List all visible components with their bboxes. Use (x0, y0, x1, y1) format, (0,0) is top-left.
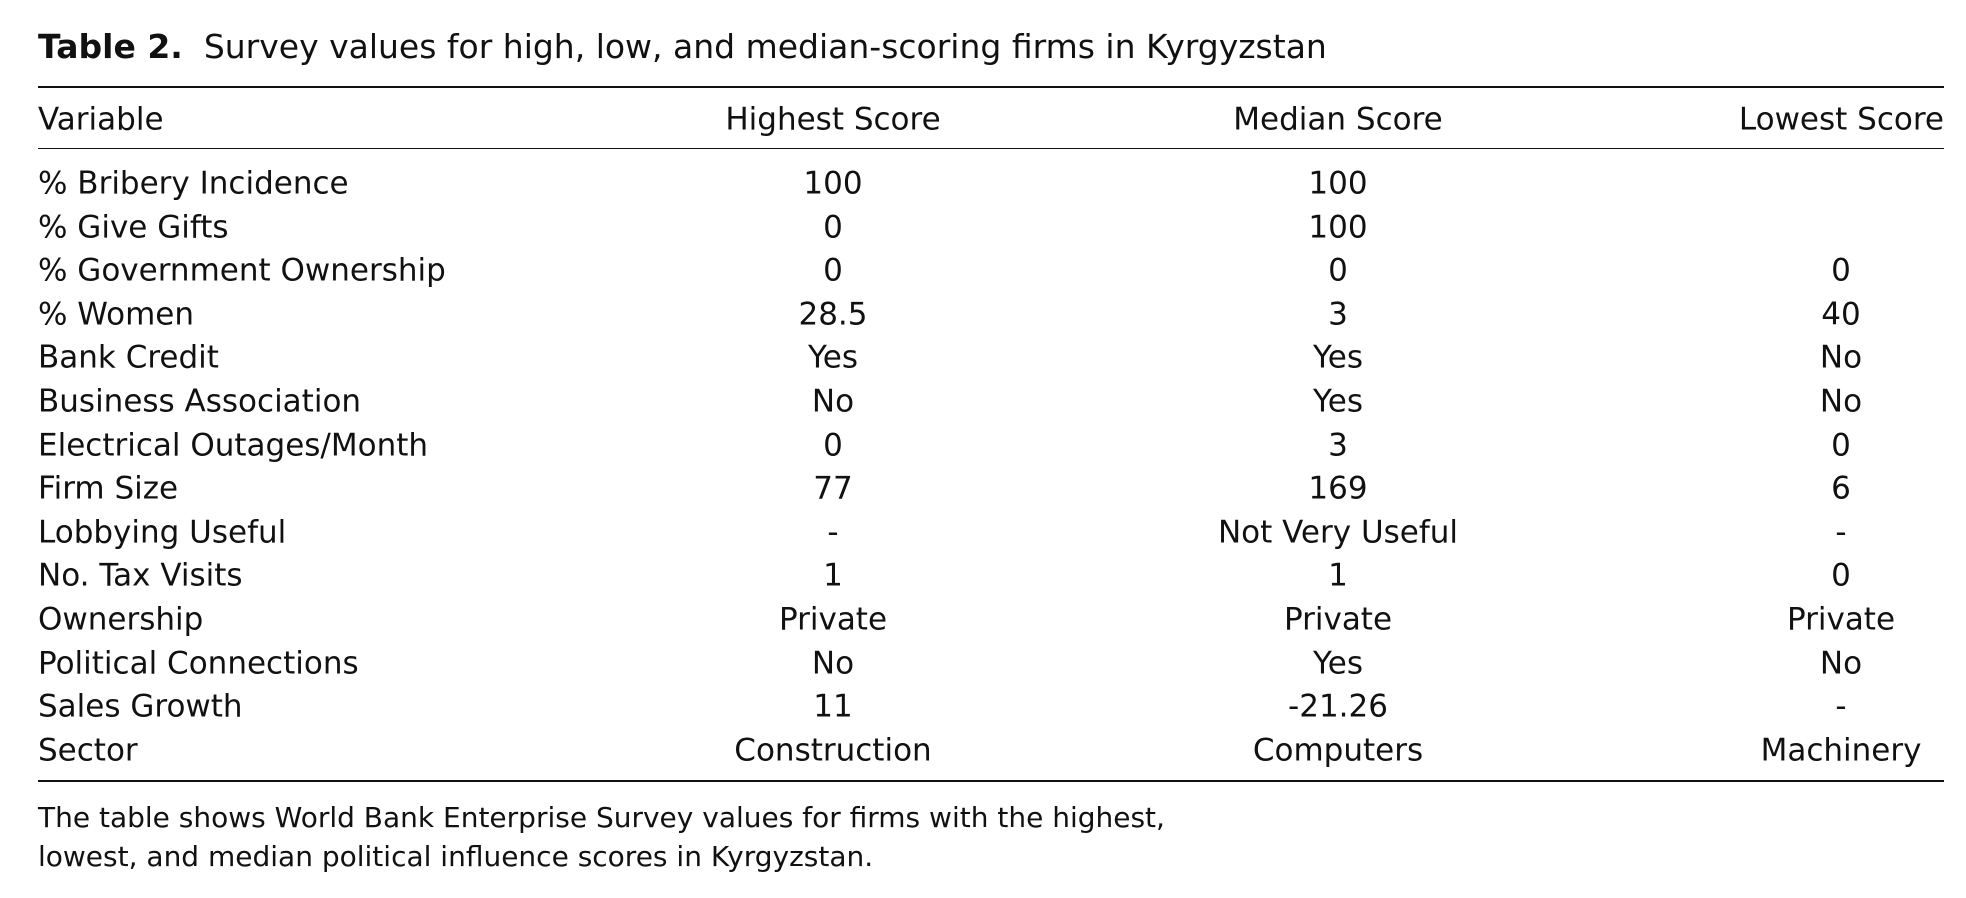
cell: - (827, 514, 839, 551)
cell: No (811, 383, 855, 420)
cell: Yes (1312, 339, 1364, 376)
row-label: Bank Credit (38, 339, 219, 376)
row-label: Firm Size (38, 470, 179, 507)
cell: 0 (1831, 252, 1851, 289)
cell: 6 (1831, 470, 1851, 507)
row-label: % Government Ownership (38, 252, 446, 289)
cell: 28.5 (798, 296, 868, 333)
cell: 1 (823, 557, 843, 594)
cell: 3 (1328, 427, 1348, 464)
cell: 77 (813, 470, 853, 507)
table-caption: Survey values for high, low, and median-… (203, 27, 1327, 66)
cell: Yes (1312, 645, 1364, 682)
cell: 0 (1831, 427, 1851, 464)
cell: Private (1283, 601, 1393, 638)
row-label: No. Tax Visits (38, 557, 243, 594)
top-rule (38, 86, 1944, 88)
row-label: Political Connections (38, 645, 359, 682)
cell: Yes (807, 339, 859, 376)
table-label: Table 2. (38, 27, 183, 66)
row-label: % Give Gifts (38, 209, 229, 246)
cell: Yes (1312, 383, 1364, 420)
cell: 0 (823, 427, 843, 464)
row-label: Lobbying Useful (38, 514, 287, 551)
cell: 169 (1308, 470, 1368, 507)
row-label: Electrical Outages/Month (38, 427, 429, 464)
row-label: Ownership (38, 601, 204, 638)
row-label: Sales Growth (38, 688, 243, 725)
cell: 0 (1831, 557, 1851, 594)
cell: Not Very Useful (1217, 514, 1459, 551)
cell: 1 (1328, 557, 1348, 594)
table-title: Table 2. Survey values for high, low, an… (38, 30, 1327, 63)
column-header: Median Score (1233, 101, 1443, 138)
cell: 0 (823, 252, 843, 289)
cell: Private (778, 601, 888, 638)
cell: - (1835, 688, 1847, 725)
cell: Construction (734, 732, 932, 769)
footnote-line: lowest, and median political influence s… (38, 840, 874, 873)
cell: No (1819, 339, 1863, 376)
column-header: Variable (38, 101, 164, 138)
cell: -21.26 (1288, 688, 1388, 725)
bottom-rule (38, 780, 1944, 782)
header-rule (38, 148, 1944, 149)
cell: Private (1786, 601, 1896, 638)
row-label: % Bribery Incidence (38, 165, 349, 202)
cell: No (811, 645, 855, 682)
cell: No (1819, 383, 1863, 420)
row-label: % Women (38, 296, 195, 333)
row-label: Business Association (38, 383, 362, 420)
cell: Computers (1252, 732, 1424, 769)
cell: 40 (1821, 296, 1861, 333)
row-label: Sector (38, 732, 138, 769)
footnote-line: The table shows World Bank Enterprise Su… (38, 801, 1165, 834)
cell: 100 (1308, 209, 1368, 246)
cell: 3 (1328, 296, 1348, 333)
cell: - (1835, 514, 1847, 551)
column-header: Highest Score (725, 101, 941, 138)
cell: Machinery (1760, 732, 1922, 769)
cell: 0 (1328, 252, 1348, 289)
cell: 11 (813, 688, 853, 725)
cell: No (1819, 645, 1863, 682)
cell: 100 (1308, 165, 1368, 202)
cell: 100 (803, 165, 863, 202)
cell: 0 (823, 209, 843, 246)
column-header: Lowest Score (1738, 101, 1944, 138)
